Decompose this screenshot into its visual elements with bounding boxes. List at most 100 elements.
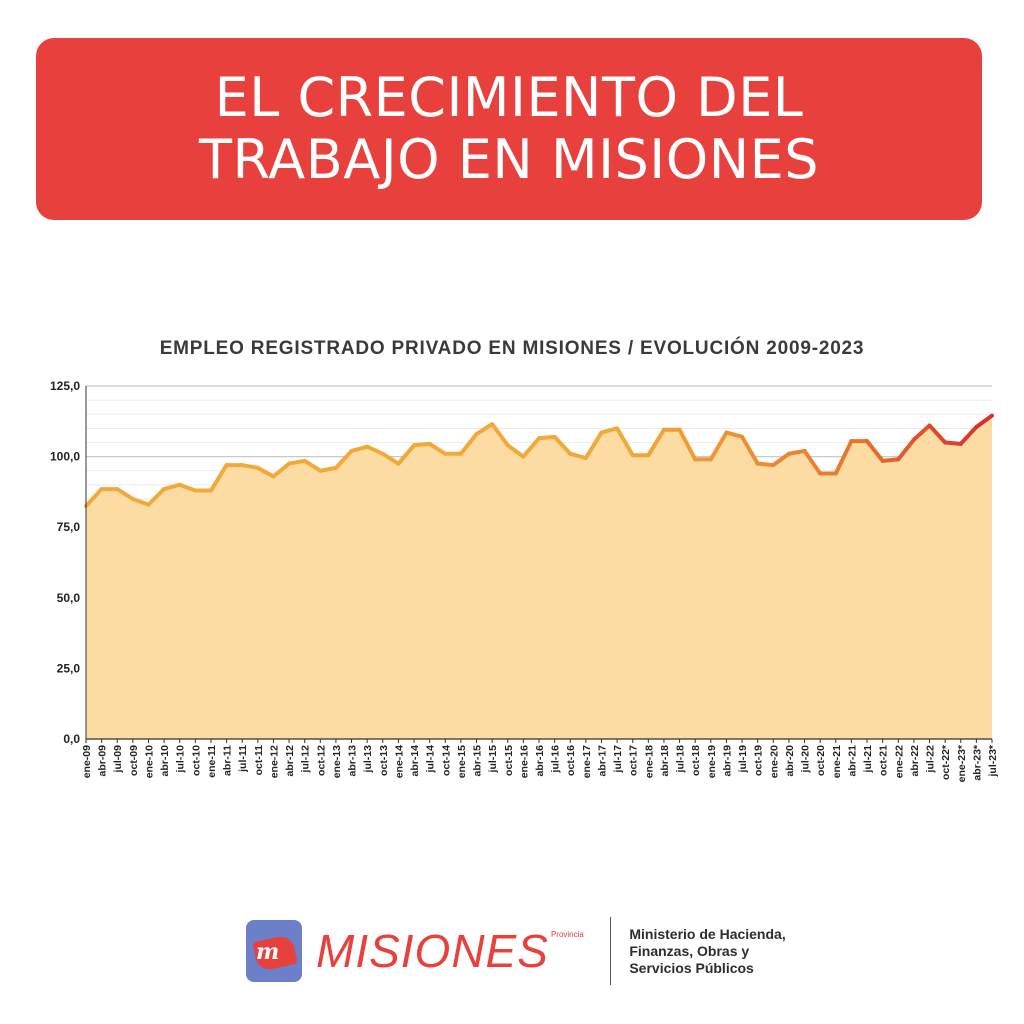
x-tick-label: abr-14 bbox=[409, 745, 421, 777]
x-tick-label: oct-10 bbox=[190, 745, 202, 776]
x-tick-label: abr-21 bbox=[846, 745, 858, 777]
series-line-segment bbox=[677, 427, 698, 462]
title-line-1: EL CRECIMIENTO DEL bbox=[214, 66, 804, 129]
x-tick-label: oct-16 bbox=[565, 745, 577, 776]
series-line-segment bbox=[802, 448, 823, 476]
series-line-segment bbox=[302, 458, 323, 473]
series-line-segment bbox=[396, 443, 417, 466]
series-line-segment bbox=[911, 423, 932, 442]
x-tick-label: jul-20 bbox=[800, 745, 812, 774]
series-line-segment bbox=[880, 457, 901, 463]
x-tick-label: oct-17 bbox=[628, 745, 640, 776]
ministry-line-1: Ministerio de Hacienda, bbox=[629, 925, 786, 942]
x-tick-label: abr-16 bbox=[534, 745, 546, 777]
series-line-segment bbox=[505, 443, 526, 459]
x-tick-label: abr-23* bbox=[971, 744, 983, 781]
x-tick-label: abr-22 bbox=[909, 745, 921, 777]
x-tick-label: abr-12 bbox=[284, 745, 296, 777]
x-tick-label: abr-20 bbox=[784, 745, 796, 777]
y-tick-label: 25,0 bbox=[57, 661, 81, 675]
x-tick-label: ene-23* bbox=[956, 744, 968, 782]
x-tick-label: jul-19 bbox=[737, 745, 749, 774]
y-tick-label: 0,0 bbox=[63, 732, 80, 746]
title-line-2: TRABAJO EN MISIONES bbox=[198, 128, 820, 191]
x-tick-label: jul-15 bbox=[487, 745, 499, 774]
series-line-segment bbox=[240, 463, 260, 470]
x-tick-label: jul-13 bbox=[362, 745, 374, 774]
series-line-segment bbox=[162, 482, 182, 492]
brand-name: MISIONES bbox=[316, 925, 549, 977]
series-line-segment bbox=[349, 444, 370, 453]
x-tick-label: oct-21 bbox=[878, 745, 890, 776]
series-line-segment bbox=[84, 487, 104, 509]
series-line-segment bbox=[615, 426, 635, 458]
logo-mark: m bbox=[256, 939, 280, 965]
series-line-segment bbox=[490, 422, 510, 448]
x-tick-label: ene-14 bbox=[393, 745, 405, 778]
series-line-segment bbox=[599, 426, 620, 435]
series-line-segment bbox=[724, 430, 745, 439]
x-tick-label: jul-14 bbox=[425, 745, 437, 774]
series-line-segment bbox=[412, 441, 432, 448]
x-tick-label: abr-19 bbox=[721, 745, 733, 777]
x-tick-label: oct-11 bbox=[253, 745, 265, 776]
x-tick-label: ene-12 bbox=[268, 745, 280, 778]
x-tick-label: ene-21 bbox=[831, 745, 843, 778]
x-tick-label: ene-09 bbox=[81, 745, 93, 778]
x-tick-label: oct-13 bbox=[378, 745, 390, 776]
series-line-segment bbox=[646, 427, 666, 458]
x-tick-label: abr-15 bbox=[472, 745, 484, 777]
series-line-segment bbox=[786, 448, 807, 456]
x-tick-label: jul-21 bbox=[862, 745, 874, 774]
series-line-segment bbox=[708, 430, 729, 462]
x-tick-label: abr-10 bbox=[159, 745, 171, 777]
ministry-line-3: Servicios Públicos bbox=[629, 959, 754, 976]
x-tick-label: abr-11 bbox=[222, 745, 234, 776]
series-line-segment bbox=[943, 440, 963, 446]
y-tick-label: 50,0 bbox=[57, 591, 81, 605]
x-tick-label: oct-14 bbox=[440, 745, 452, 776]
series-line-segment bbox=[974, 413, 994, 429]
series-line-segment bbox=[755, 461, 776, 468]
x-tick-label: jul-12 bbox=[300, 745, 312, 774]
series-line-segment bbox=[333, 448, 354, 470]
x-tick-label: ene-20 bbox=[768, 745, 780, 778]
x-tick-label: oct-09 bbox=[128, 745, 140, 776]
series-line-segment bbox=[271, 461, 292, 479]
series-line-segment bbox=[365, 444, 385, 456]
x-tick-label: oct-19 bbox=[753, 745, 765, 776]
x-tick-label: oct-12 bbox=[315, 745, 327, 776]
series-line-segment bbox=[130, 496, 151, 507]
series-line-segment bbox=[958, 424, 979, 446]
series-line-segment bbox=[521, 436, 541, 459]
series-line-segment bbox=[552, 434, 573, 456]
x-tick-label: abr-18 bbox=[659, 745, 671, 777]
series-line-segment bbox=[927, 423, 948, 445]
series-line-segment bbox=[865, 439, 885, 463]
brand-superscript: Provincia bbox=[550, 930, 584, 939]
x-tick-label: jul-23* bbox=[987, 744, 999, 777]
x-tick-label: jul-10 bbox=[175, 745, 187, 774]
x-tick-label: abr-13 bbox=[347, 745, 359, 777]
x-tick-label: oct-15 bbox=[503, 745, 515, 776]
x-tick-label: oct-22* bbox=[940, 744, 952, 780]
series-line-segment bbox=[115, 487, 135, 501]
ministry-line-2: Finanzas, Obras y bbox=[629, 942, 750, 959]
series-line-segment bbox=[771, 451, 791, 468]
x-tick-label: ene-22 bbox=[893, 745, 905, 778]
series-line-segment bbox=[458, 432, 479, 456]
x-tick-label: oct-20 bbox=[815, 745, 827, 776]
x-tick-label: ene-16 bbox=[518, 745, 530, 778]
series-line-segment bbox=[537, 434, 557, 441]
series-line-segment bbox=[474, 422, 495, 437]
x-tick-label: jul-18 bbox=[675, 745, 687, 774]
y-tick-label: 100,0 bbox=[50, 450, 80, 464]
series-line-segment bbox=[208, 463, 229, 493]
y-tick-label: 125,0 bbox=[50, 379, 80, 393]
series-line-segment bbox=[583, 430, 604, 461]
area-fill bbox=[86, 415, 992, 739]
x-tick-label: ene-10 bbox=[143, 745, 155, 778]
x-tick-label: ene-18 bbox=[643, 745, 655, 778]
x-tick-label: ene-19 bbox=[706, 745, 718, 778]
